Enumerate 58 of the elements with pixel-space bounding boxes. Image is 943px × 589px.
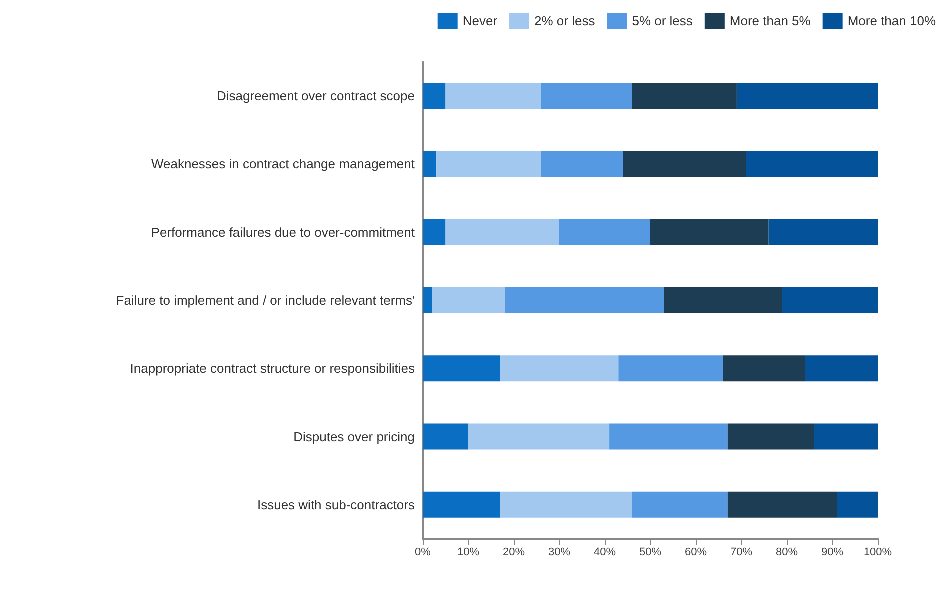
x-tick-label: 20%	[502, 546, 526, 558]
bar	[632, 492, 728, 518]
bar	[610, 424, 728, 450]
bar	[632, 83, 737, 110]
bar	[436, 151, 542, 178]
bar	[746, 151, 878, 178]
bar	[500, 492, 632, 518]
y-tick-label: Disputes over pricing	[294, 429, 415, 444]
y-tick-label: Issues with sub-contractors	[257, 497, 416, 512]
bar	[728, 424, 814, 450]
bar	[423, 424, 468, 450]
bar	[768, 219, 878, 246]
y-tick-label: Disagreement over contract scope	[217, 88, 415, 104]
bar	[736, 83, 878, 110]
bar	[723, 356, 806, 382]
bar	[423, 288, 432, 314]
bar	[560, 219, 650, 246]
bar	[500, 356, 619, 382]
x-tick-label: 40%	[594, 546, 616, 558]
bar	[650, 219, 769, 246]
bar	[446, 219, 560, 246]
bar	[623, 151, 746, 178]
legend-label: More than 10%	[848, 14, 936, 28]
bar	[728, 492, 838, 518]
y-tick-label: Failure to implement and / or include relevant terms'	[116, 293, 415, 308]
x-tick-label: 100%	[864, 546, 892, 558]
bar	[468, 424, 610, 450]
x-tick-label: 10%	[457, 546, 480, 558]
bar	[504, 288, 664, 314]
bar	[432, 288, 505, 314]
bar	[423, 219, 446, 246]
bar	[664, 288, 782, 314]
x-tick-label: 80%	[776, 546, 798, 558]
x-tick-label: 0%	[415, 546, 432, 558]
y-tick-label: Performance failures due to over-commitment	[151, 224, 416, 240]
legend-label: Never	[462, 14, 498, 28]
y-tick-label: Weaknesses in contract change management	[151, 156, 416, 172]
bar	[618, 356, 724, 382]
legend-label: More than 5%	[730, 14, 812, 28]
x-tick-label: 30%	[548, 546, 571, 558]
bar	[782, 288, 878, 314]
x-tick-label: 90%	[821, 546, 844, 558]
bar	[423, 492, 500, 518]
bar	[541, 151, 624, 178]
bar	[423, 151, 437, 178]
bar	[423, 83, 446, 110]
legend-label: 5% or less	[632, 14, 694, 28]
bar	[423, 356, 500, 382]
y-tick-label: Inappropriate contract structure or responsibilities	[130, 361, 416, 376]
bar	[446, 83, 542, 110]
legend-label: 2% or less	[534, 14, 596, 28]
x-tick-label: 50%	[639, 546, 662, 558]
x-tick-label: 70%	[730, 546, 753, 558]
bar	[837, 492, 878, 518]
bar	[805, 356, 878, 382]
x-tick-label: 60%	[684, 546, 708, 558]
bar	[541, 83, 632, 110]
bar	[814, 424, 878, 450]
